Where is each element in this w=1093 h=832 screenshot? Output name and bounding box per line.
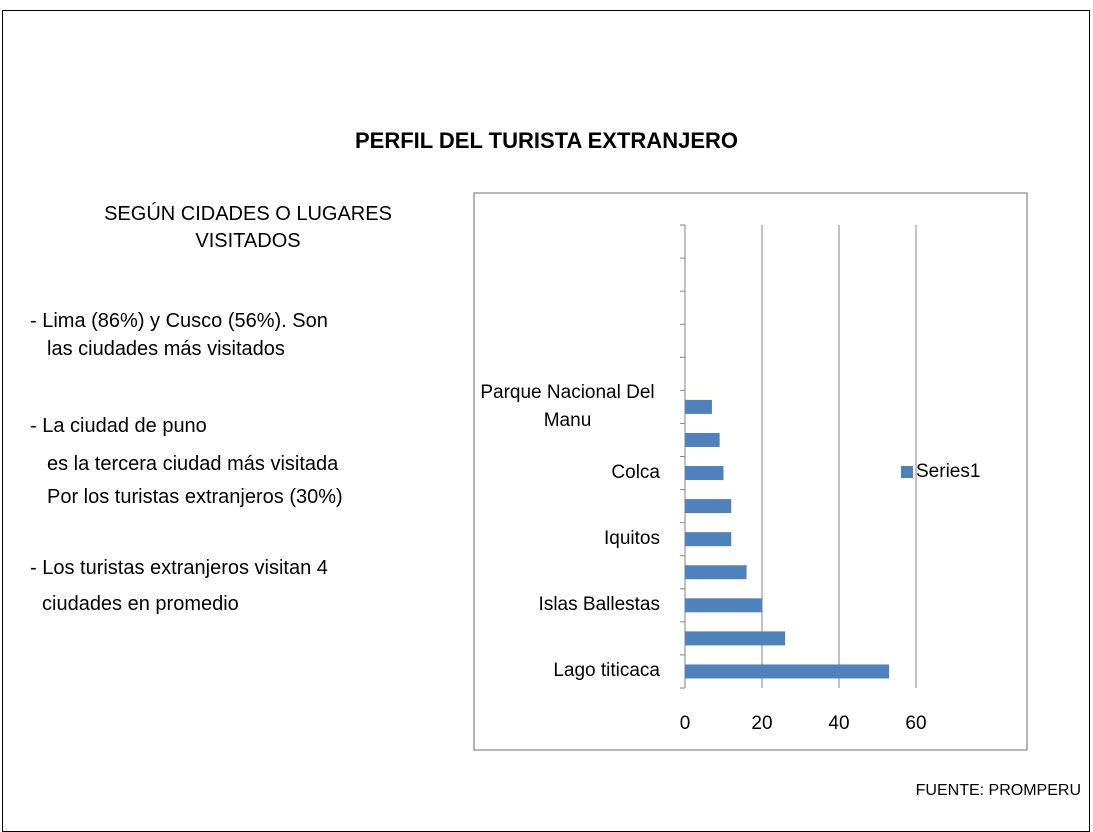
x-tick-label: 60 (905, 713, 926, 734)
y-tick-label: Iquitos (604, 528, 660, 550)
bar (685, 466, 724, 481)
paragraph-line: las ciudades más visitados (47, 338, 285, 360)
paragraph-line: ciudades en promedio (42, 593, 239, 615)
bar (685, 664, 890, 679)
x-tick-label: 20 (751, 713, 772, 734)
bar (685, 499, 732, 514)
heading: SEGÚN CIDADES O LUGARES (104, 203, 392, 225)
paragraph-line: Por los turistas extranjeros (30%) (47, 486, 343, 508)
bar (685, 432, 720, 447)
bar (685, 399, 712, 414)
y-tick-label: Lago titicaca (553, 660, 660, 682)
y-tick-label: Parque Nacional Del Manu (480, 381, 655, 431)
bar (685, 631, 786, 646)
heading: VISITADOS (195, 230, 301, 252)
chart: 0 20 40 60 Series1 (473, 192, 1028, 751)
paragraph-line: - La ciudad de puno (30, 415, 207, 437)
slide-title: PERFIL DEL TURISTA EXTRANJERO (354, 128, 738, 153)
bar (685, 598, 762, 613)
x-tick-label: 0 (680, 713, 691, 734)
paragraph-line: es la tercera ciudad más visitada (47, 453, 339, 475)
paragraph-line: - Los turistas extranjeros visitan 4 (30, 557, 328, 579)
slide: PERFIL DEL TURISTA EXTRANJERO SEGÚN CIDA… (2, 10, 1090, 832)
bar (685, 532, 732, 547)
y-tick-label: Islas Ballestas (538, 594, 660, 616)
chart-area (473, 192, 1028, 751)
legend-swatch (901, 466, 913, 478)
x-tick-label: 40 (828, 713, 849, 734)
source: FUENTE: PROMPERU (915, 782, 1081, 799)
y-tick-label: Colca (611, 462, 660, 484)
bar (685, 565, 747, 580)
legend-label: Series1 (916, 461, 980, 482)
paragraph-line: - Lima (86%) y Cusco (56%). Son (30, 310, 328, 332)
